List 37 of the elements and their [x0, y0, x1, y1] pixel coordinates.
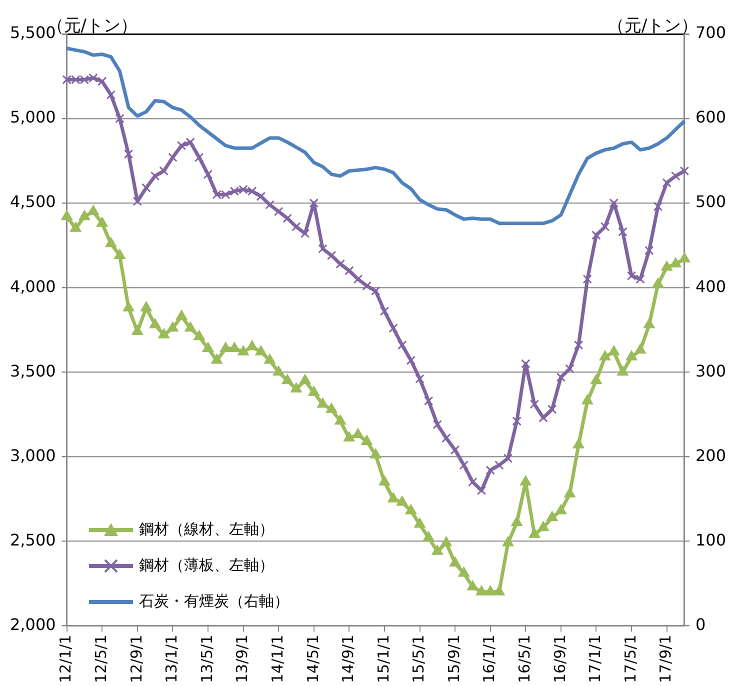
y2-tick-label: 300: [695, 361, 726, 380]
legend-label: 石炭・有煙炭（右軸）: [138, 592, 289, 612]
x-tick-label: 14/9/1: [339, 634, 358, 683]
x-tick-label: 17/1/1: [586, 634, 604, 683]
legend-label: 鋼材（線材、左軸）: [138, 520, 274, 540]
y-tick-label: 2,500: [10, 530, 56, 550]
x-tick-label: 17/5/1: [621, 634, 640, 683]
x-tick-label: 16/5/1: [516, 634, 534, 683]
x-tick-label: 12/1/1: [56, 634, 75, 683]
legend-label: 鋼材（薄板、左軸）: [138, 556, 274, 576]
x-tick-label: 16/9/1: [550, 634, 569, 683]
y-tick-label: 4,000: [10, 276, 56, 296]
y-tick-label: 3,000: [10, 446, 56, 465]
y-tick-label: 5,500: [10, 23, 56, 42]
x-tick-label: 14/1/1: [268, 634, 286, 683]
x-tick-label: 13/1/1: [162, 634, 181, 683]
x-tick-label: 15/1/1: [374, 634, 392, 683]
x-tick-label: 16/1/1: [480, 634, 498, 683]
x-tick-label: 14/5/1: [304, 634, 322, 683]
y-tick-label: 3,500: [10, 361, 56, 380]
y2-tick-label: 600: [695, 108, 726, 127]
y2-tick-label: 100: [695, 530, 726, 550]
x-tick-label: 13/5/1: [198, 634, 216, 683]
x-tick-label: 13/9/1: [233, 634, 252, 683]
x-tick-label: 15/5/1: [410, 634, 428, 683]
y-tick-label: 2,000: [10, 614, 56, 634]
y-tick-label: 5,000: [10, 108, 56, 127]
y2-tick-label: 700: [695, 23, 726, 42]
x-tick-label: 12/5/1: [92, 634, 110, 683]
y2-tick-label: 500: [695, 192, 726, 212]
x-tick-label: 17/9/1: [656, 634, 675, 683]
y2-tick-label: 200: [695, 446, 726, 465]
y2-tick-label: 0: [695, 614, 706, 634]
x-tick-label: 15/9/1: [444, 634, 463, 683]
y-tick-label: 4,500: [10, 192, 56, 212]
y2-tick-label: 400: [695, 276, 726, 296]
x-tick-label: 12/9/1: [127, 634, 146, 683]
